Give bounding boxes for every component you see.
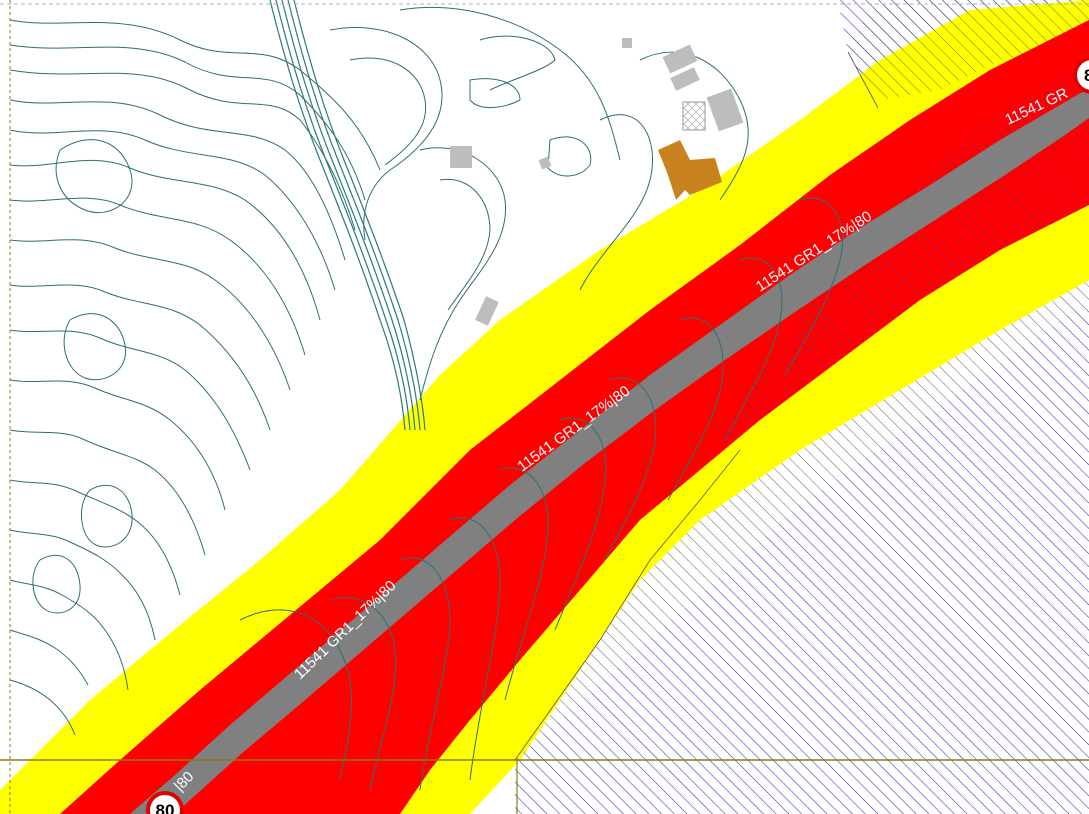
speed-limit-value: 80 <box>156 801 175 814</box>
speed-limit-sign[interactable]: 80 <box>146 791 184 814</box>
building <box>706 88 744 132</box>
hatched-zone-bottom-right <box>515 300 1089 814</box>
building <box>662 44 698 74</box>
building <box>670 67 700 91</box>
contour-lines <box>9 6 844 791</box>
buildings <box>450 38 744 326</box>
boundary-lines <box>514 51 879 761</box>
building <box>683 102 705 130</box>
steep-slope-contours <box>269 0 426 431</box>
building <box>622 38 632 48</box>
hatched-zone-upper <box>846 0 1089 100</box>
building <box>450 146 472 168</box>
speed-limit-value: 8 <box>1084 66 1089 85</box>
hatched-zone-yellow <box>515 280 1089 760</box>
building <box>475 296 499 326</box>
building <box>538 156 552 170</box>
red-buffer-zone <box>60 20 1089 814</box>
speed-limit-sign[interactable]: 8 <box>1073 56 1089 94</box>
building-highlighted <box>658 140 722 200</box>
road-surface <box>130 88 1089 814</box>
